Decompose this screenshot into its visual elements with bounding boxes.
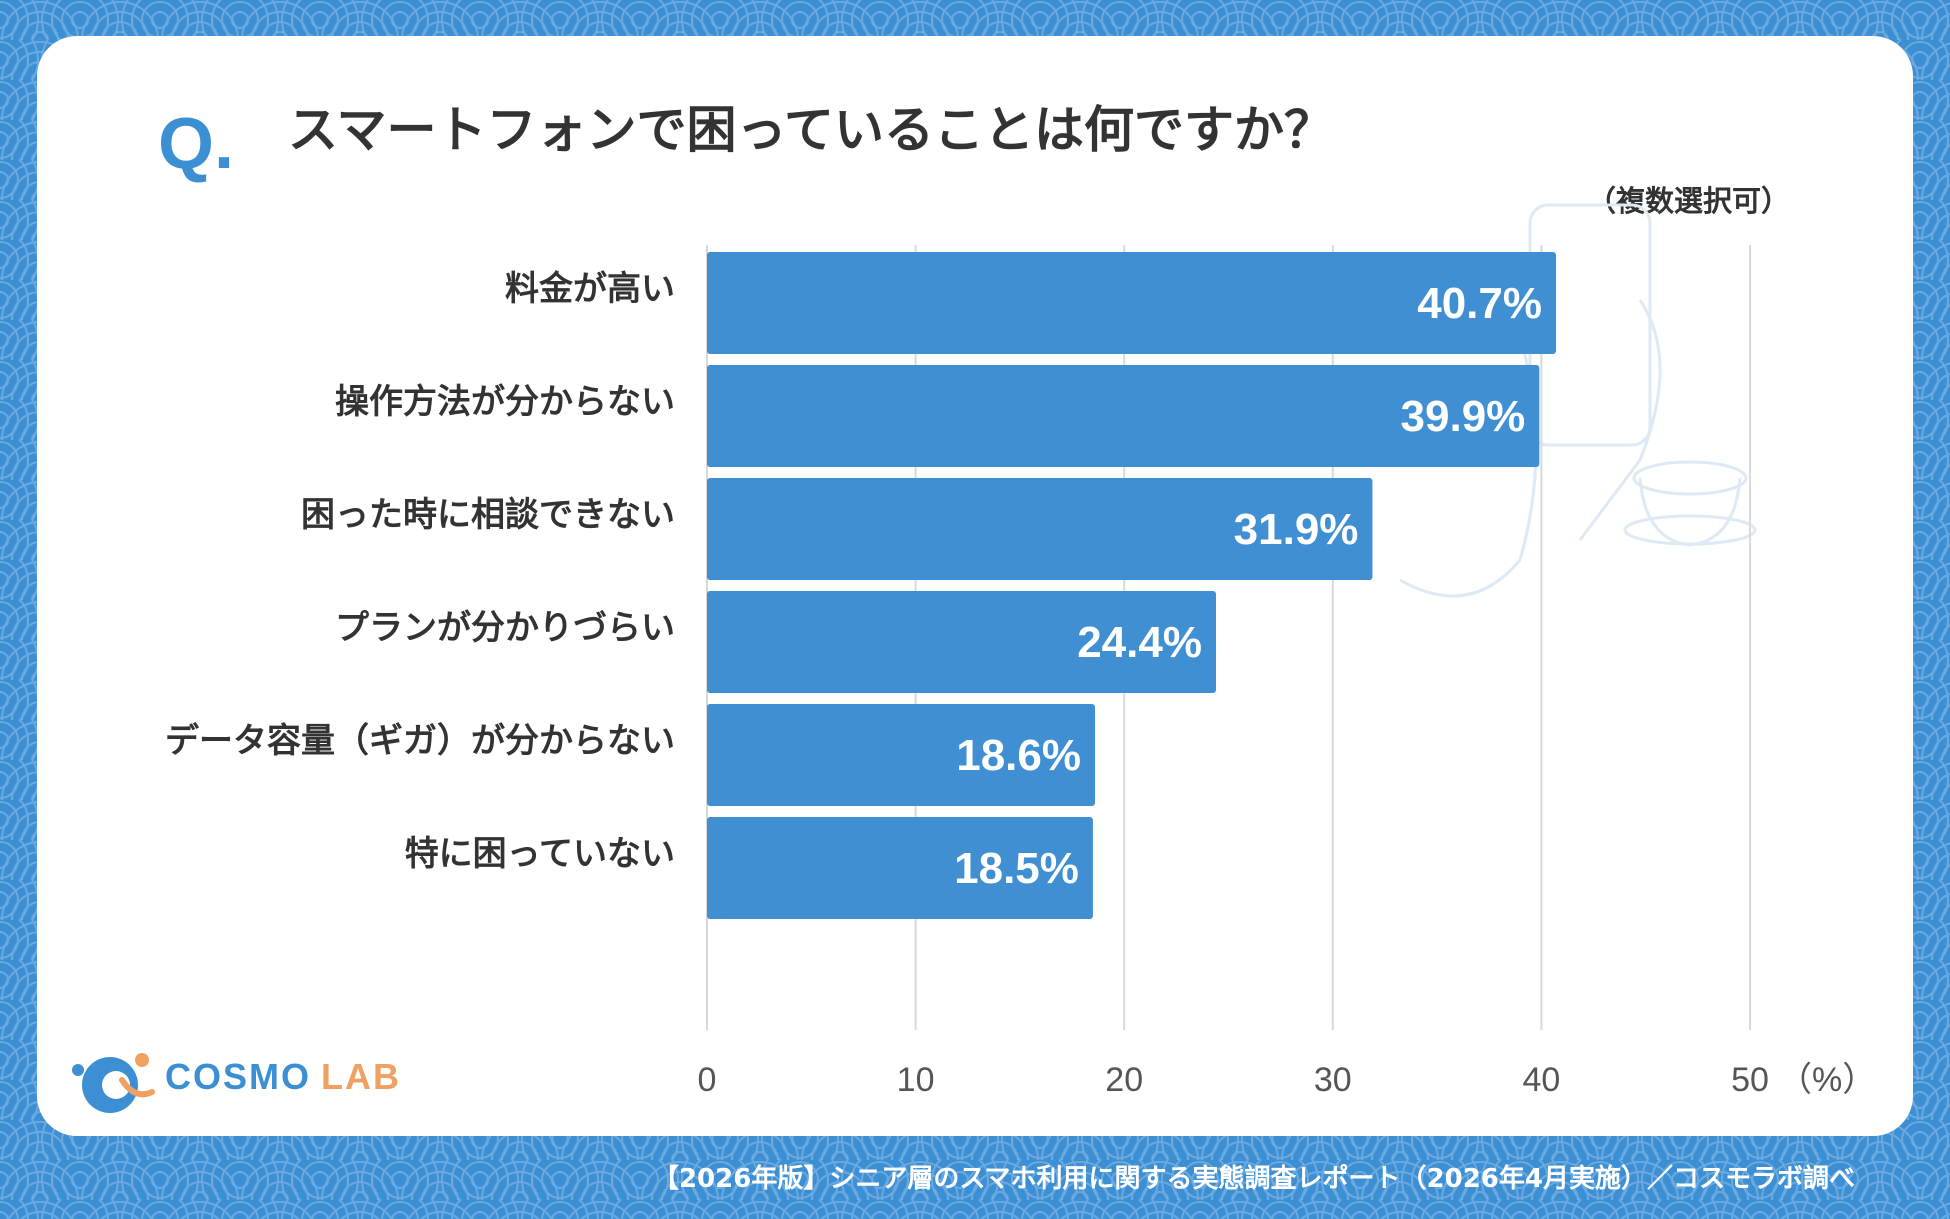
x-tick-label: 20	[1105, 1061, 1143, 1099]
question-mark: Q.	[158, 104, 235, 184]
value-label: 24.4%	[1077, 618, 1202, 667]
logo-name-primary: COSMO	[165, 1056, 312, 1097]
bar	[707, 704, 1095, 806]
category-label: 料金が高い	[505, 269, 675, 309]
value-label: 39.9%	[1401, 392, 1526, 441]
value-label: 31.9%	[1234, 505, 1359, 554]
logo-name-secondary: LAB	[321, 1056, 402, 1097]
source-footer: 【2026年版】シニア層のスマホ利用に関する実態調査レポート（2026年4月実施…	[652, 1164, 1855, 1194]
category-label: プランが分かりづらい	[335, 608, 675, 648]
category-label: データ容量（ギガ）が分からない	[165, 721, 675, 761]
chart-title: スマートフォンで困っていることは何ですか？	[288, 101, 1334, 159]
x-tick-label: 10	[897, 1061, 935, 1099]
logo-icon	[72, 1053, 155, 1113]
x-tick-label: 40	[1522, 1061, 1560, 1099]
category-label: 操作方法が分からない	[335, 382, 675, 422]
bar	[707, 252, 1557, 354]
x-axis-unit-label: （%）	[1778, 1061, 1876, 1099]
category-label: 困った時に相談できない	[301, 495, 675, 535]
multiple-choice-note: （複数選択可）	[1586, 184, 1790, 218]
bar	[707, 817, 1093, 919]
cosmo-lab-logo: COSMO LAB	[70, 1040, 399, 1120]
x-tick-label: 50	[1731, 1061, 1769, 1099]
bar	[707, 591, 1216, 693]
x-tick-label: 0	[698, 1061, 717, 1099]
x-tick-label: 30	[1314, 1061, 1352, 1099]
category-label: 特に困っていない	[405, 834, 675, 874]
bar	[707, 478, 1373, 580]
chart-card	[37, 36, 1913, 1136]
value-label: 18.6%	[956, 731, 1081, 780]
value-label: 40.7%	[1417, 279, 1542, 328]
bar	[707, 365, 1540, 467]
value-label: 18.5%	[954, 844, 1079, 893]
